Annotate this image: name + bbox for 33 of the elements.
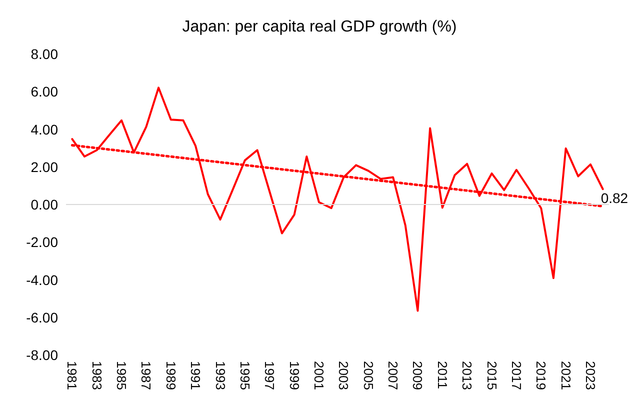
x-tick-label: 1993 (212, 361, 228, 390)
x-tick-label: 2019 (534, 361, 549, 390)
x-tick-label: 2013 (460, 361, 475, 390)
x-tick-label: 1987 (138, 361, 154, 390)
x-tick-label: 1995 (237, 361, 252, 390)
data-label: 0.82 (600, 190, 628, 206)
y-tick-label: 8.00 (30, 46, 58, 62)
chart-title: Japan: per capita real GDP growth (%) (182, 18, 457, 36)
x-tick-label: 1997 (262, 361, 278, 390)
x-tick-label: 1989 (163, 361, 178, 390)
x-tick-label: 2001 (311, 361, 326, 390)
x-tick-label: 1983 (89, 361, 104, 390)
x-tick-label: 1985 (114, 361, 130, 390)
x-tick-label: 2011 (434, 361, 450, 389)
y-tick-label: -2.00 (26, 234, 58, 250)
x-tick-label: 2017 (508, 361, 524, 390)
y-tick-label: 2.00 (30, 158, 58, 175)
x-tick-label: 2015 (484, 361, 500, 390)
x-tick-label: 1981 (64, 361, 80, 390)
x-tick-label: 2003 (336, 361, 352, 390)
y-tick-label: 0.00 (30, 196, 58, 212)
y-tick-label: -4.00 (26, 272, 58, 288)
x-tick-label: 1999 (286, 361, 302, 390)
x-tick-label: 2007 (386, 361, 401, 390)
x-tick-label: 2023 (582, 361, 598, 390)
x-tick-label: 2009 (410, 361, 426, 390)
x-tick-label: 2005 (360, 361, 376, 390)
x-tick-label: 2021 (558, 361, 574, 390)
y-tick-label: 4.00 (30, 121, 58, 138)
y-tick-label: -8.00 (26, 347, 58, 363)
y-tick-label: -6.00 (26, 309, 58, 326)
y-tick-label: 6.00 (30, 84, 58, 100)
x-tick-label: 1991 (188, 361, 204, 390)
